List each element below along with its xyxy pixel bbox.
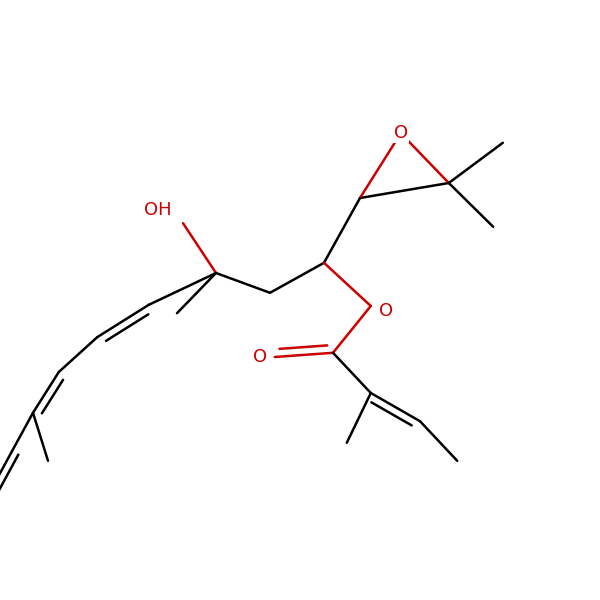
- Text: OH: OH: [144, 201, 172, 219]
- Text: O: O: [394, 124, 408, 142]
- Text: O: O: [253, 348, 267, 366]
- Text: O: O: [379, 302, 393, 320]
